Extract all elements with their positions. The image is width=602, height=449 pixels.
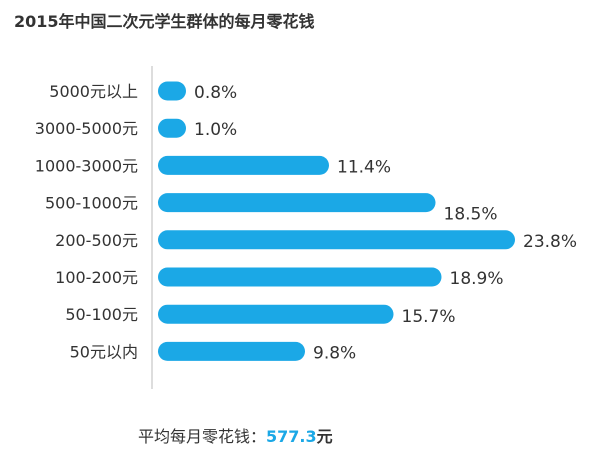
bar <box>158 155 329 175</box>
value-label: 18.5% <box>444 205 498 225</box>
value-label: 9.8% <box>313 343 356 363</box>
category-label: 200-500元 <box>55 231 138 250</box>
category-label: 3000-5000元 <box>35 119 138 138</box>
bar <box>158 341 305 361</box>
category-label: 50-100元 <box>65 305 138 324</box>
value-label: 15.7% <box>402 307 456 327</box>
value-label: 18.9% <box>450 269 504 289</box>
category-label: 1000-3000元 <box>35 156 138 175</box>
average-allowance-unit: 元 <box>316 427 333 446</box>
value-label: 1.0% <box>194 120 237 140</box>
bar <box>158 193 436 213</box>
average-allowance-value: 577.3 <box>266 427 317 446</box>
value-label: 0.8% <box>194 83 237 103</box>
category-label: 5000元以上 <box>49 82 138 101</box>
category-label: 100-200元 <box>55 268 138 287</box>
chart-title: 2015年中国二次元学生群体的每月零花钱 <box>14 12 315 31</box>
category-label: 500-1000元 <box>45 194 138 213</box>
average-allowance-label: 平均每月零花钱： <box>138 427 267 446</box>
bar <box>158 304 394 324</box>
value-label: 11.4% <box>337 157 391 177</box>
category-label: 50元以内 <box>70 342 138 361</box>
bar <box>158 267 442 287</box>
bar <box>158 118 186 138</box>
average-allowance: 平均每月零花钱：577.3元 <box>138 423 333 447</box>
bar <box>158 81 186 101</box>
value-label: 23.8% <box>523 232 577 252</box>
bar <box>158 230 515 250</box>
